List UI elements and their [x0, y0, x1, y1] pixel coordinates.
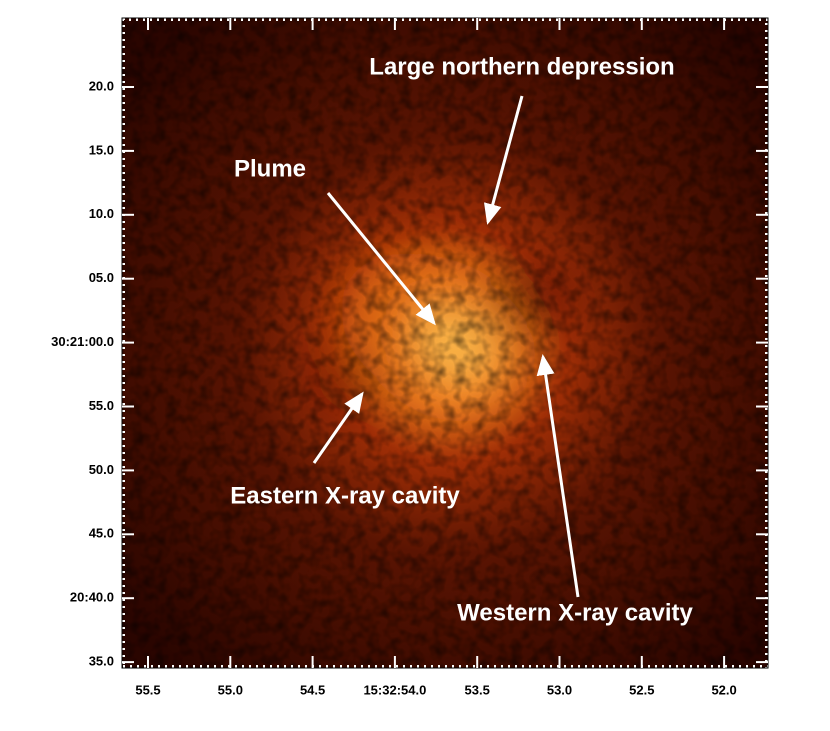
y-tick-label: 30:21:00.0: [51, 334, 114, 349]
x-tick-label: 55.0: [218, 682, 243, 697]
x-tick-label: 53.5: [465, 682, 490, 697]
y-tick-label: 05.0: [89, 270, 114, 285]
arrow: [312, 391, 364, 464]
x-tick-label: 55.5: [135, 682, 160, 697]
arrow: [326, 192, 436, 326]
y-tick-label: 10.0: [89, 206, 114, 221]
x-tick-label: 52.0: [711, 682, 736, 697]
y-tick-label: 55.0: [89, 398, 114, 413]
y-tick-label: 45.0: [89, 526, 114, 541]
y-tick-label: 50.0: [89, 462, 114, 477]
arrow: [536, 354, 580, 598]
annotation: Large northern depression: [369, 53, 674, 80]
y-tick-label: 15.0: [89, 142, 114, 157]
arrow: [484, 95, 524, 225]
annotation: Plume: [234, 155, 306, 182]
y-tick-label: 20:40.0: [70, 590, 114, 605]
xray-image: [122, 18, 768, 668]
annotation: Western X-ray cavity: [457, 599, 693, 626]
x-tick-label: 52.5: [629, 682, 654, 697]
y-tick-label: 35.0: [89, 654, 114, 669]
y-tick-label: 20.0: [89, 78, 114, 93]
annotations: Large northern depression Plume Eastern …: [230, 53, 693, 626]
x-tick-label: 54.5: [300, 682, 325, 697]
x-tick-label: 15:32:54.0: [363, 682, 426, 697]
x-tick-label: 53.0: [547, 682, 572, 697]
annotation: Eastern X-ray cavity: [230, 482, 460, 509]
